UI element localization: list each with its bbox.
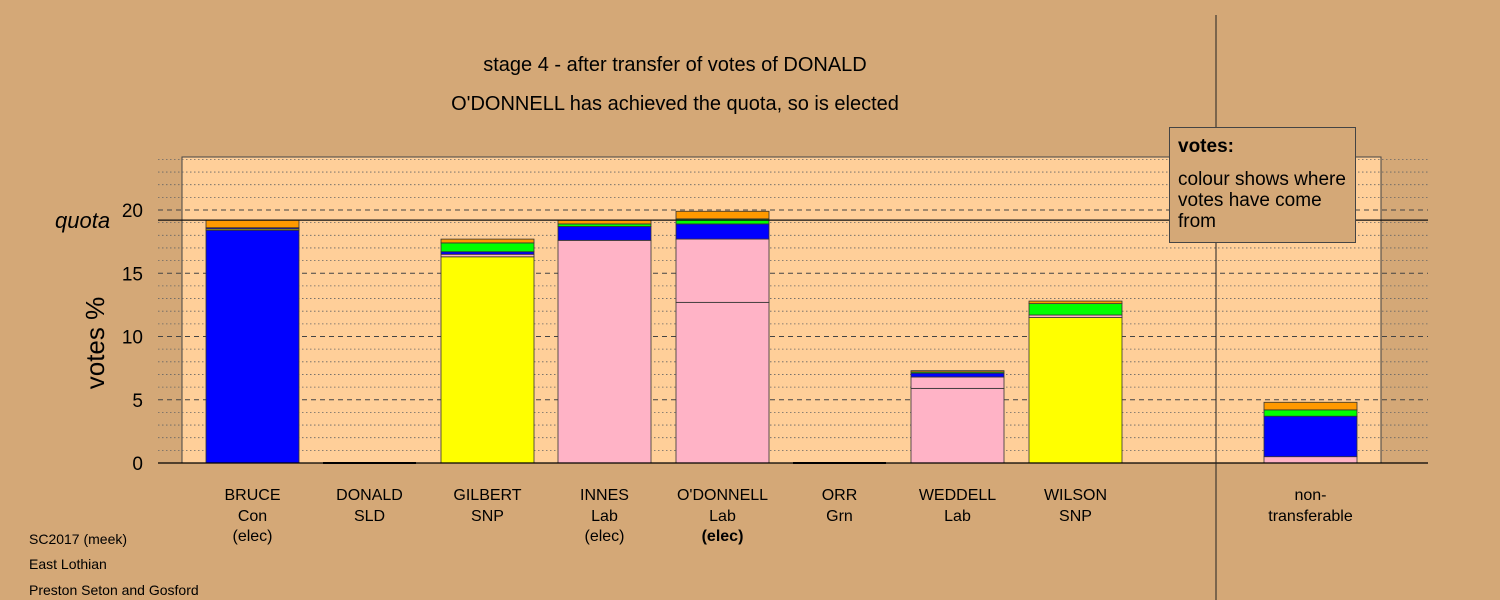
bar-wilson-segment <box>1028 300 1123 305</box>
y-tick-label: 0 <box>132 454 143 475</box>
y-tick-label: 5 <box>132 391 143 412</box>
legend: votes: colour shows where votes have com… <box>1169 127 1356 243</box>
bar-wilson-segment <box>1028 303 1123 316</box>
bar-weddell-segment <box>910 376 1005 389</box>
bar-odonnell-segment <box>675 301 770 464</box>
bar-nontransferable-segment <box>1263 456 1358 464</box>
x-label-name: DONALD <box>336 487 403 504</box>
chart-subtitle: O'DONNELL has achieved the quota, so is … <box>451 93 899 115</box>
chart-title: stage 4 - after transfer of votes of DON… <box>483 54 867 76</box>
bar-innes-segment <box>557 239 652 464</box>
x-label-party: Lab <box>709 508 736 525</box>
x-label-name: ORR <box>822 487 858 504</box>
bar-gilbert-segment <box>440 256 535 464</box>
x-label-party: Lab <box>944 508 971 525</box>
bar-weddell-segment <box>910 372 1005 378</box>
bar-gilbert-segment <box>440 242 535 253</box>
x-label-name: BRUCE <box>224 487 280 504</box>
x-label-party: Con <box>238 508 267 525</box>
bar-odonnell-segment <box>675 210 770 220</box>
x-label-status: (elec) <box>702 528 744 545</box>
legend-heading: votes: <box>1178 136 1234 157</box>
quota-label: quota <box>55 208 110 233</box>
bar-innes-segment <box>557 226 652 241</box>
bar-odonnell-segment <box>675 223 770 240</box>
y-axis-label: votes % <box>80 297 110 390</box>
note-ward: Preston Seton and Gosford <box>29 582 199 598</box>
x-label-party: SNP <box>1059 508 1092 525</box>
x-label-party: Grn <box>826 508 853 525</box>
x-label-status: (elec) <box>232 528 272 545</box>
bar-bruce-segment <box>205 229 300 464</box>
bar-odonnell-segment <box>675 238 770 303</box>
x-label-name: WEDDELL <box>919 487 996 504</box>
x-label-name: GILBERT <box>453 487 521 504</box>
y-tick-label: 20 <box>122 201 143 222</box>
bar-gilbert-segment <box>440 238 535 244</box>
x-label-party: SNP <box>471 508 504 525</box>
bar-nontransferable-segment <box>1263 415 1358 458</box>
bar-weddell-segment <box>910 370 1005 373</box>
bar-wilson-segment <box>1028 317 1123 464</box>
y-tick-label: 15 <box>122 264 143 285</box>
x-label-status: (elec) <box>584 528 624 545</box>
x-label-nontransferable: non- <box>1294 487 1326 504</box>
bar-bruce-segment <box>205 219 300 229</box>
bar-nontransferable-segment <box>1263 401 1358 411</box>
legend-text: colour shows where votes have come from <box>1178 169 1346 232</box>
x-label-name: INNES <box>580 487 629 504</box>
x-label-party: SLD <box>354 508 385 525</box>
x-label-name: WILSON <box>1044 487 1107 504</box>
x-label-name: O'DONNELL <box>677 487 768 504</box>
x-label-nontransferable: transferable <box>1268 508 1353 525</box>
note-council: East Lothian <box>29 556 107 572</box>
note-election: SC2017 (meek) <box>29 531 128 547</box>
y-tick-label: 10 <box>122 328 143 349</box>
bar-weddell-segment <box>910 387 1005 464</box>
x-label-party: Lab <box>591 508 618 525</box>
bar-nontransferable-segment <box>1263 409 1358 417</box>
